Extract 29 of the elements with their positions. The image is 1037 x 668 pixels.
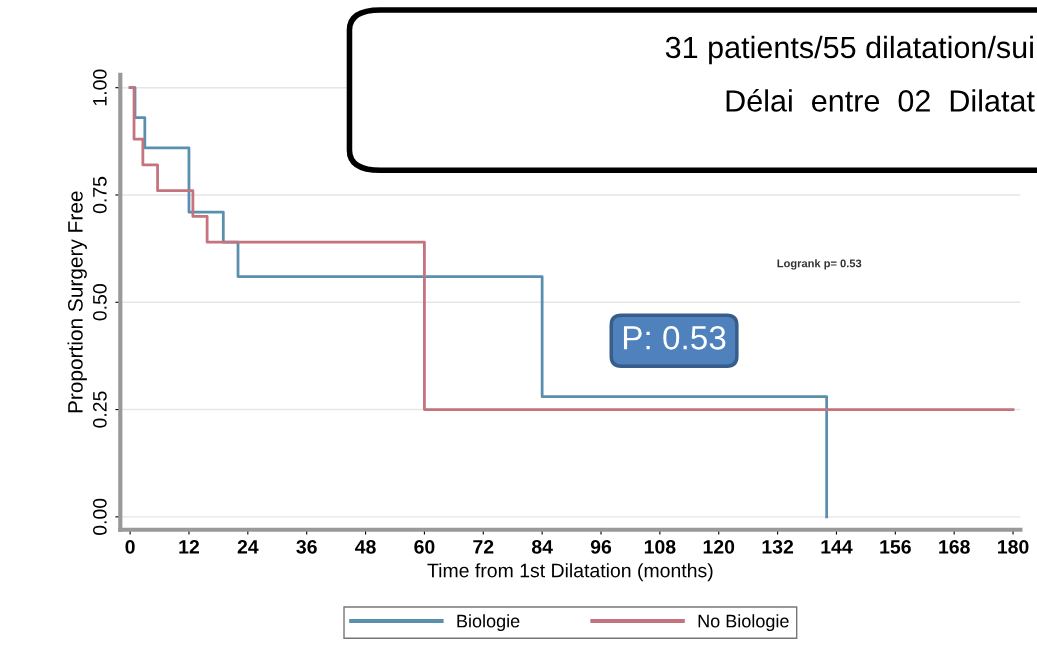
x-tick-label: 96	[590, 539, 612, 554]
x-tick-label: 72	[473, 539, 494, 554]
x-tick-label: 108	[644, 539, 676, 554]
y-tick-label: 0.00	[92, 498, 107, 536]
x-tick-label: 60	[414, 539, 435, 554]
annotation: P: 0.53	[623, 326, 726, 350]
x-tick-label: 144	[821, 540, 853, 554]
x-tick-label: 168	[939, 539, 970, 554]
legend-label: No Biologie	[698, 614, 789, 632]
x-tick-label: 132	[762, 539, 794, 554]
annotation: Délai entre 02 Dilatat	[726, 88, 1035, 112]
x-tick-label: 36	[296, 539, 317, 554]
text: 31 patients/55 dilatation/sui	[665, 35, 1033, 65]
y-tick-label: 0.75	[92, 176, 107, 214]
x-tick-label: 84	[531, 539, 553, 554]
x-tick-label: 12	[179, 539, 199, 554]
x-tick-label: 24	[237, 539, 259, 554]
x-tick-label: 156	[880, 539, 911, 554]
x-tick-label: 120	[703, 539, 735, 554]
legend-label: Biologie	[457, 614, 520, 632]
annotation: Logrank p= 0.53	[777, 259, 862, 270]
y-tick-label: 0.25	[92, 391, 107, 428]
y-tick-label: 0.50	[92, 284, 107, 321]
x-axis-title: Time from 1st Dilatation (months)	[427, 563, 713, 582]
x-tick-label: 0	[125, 539, 135, 554]
y-axis-title: Proportion Surgery Free	[67, 191, 87, 413]
x-tick-label: 180	[998, 539, 1029, 554]
x-tick-label: 48	[355, 539, 376, 554]
y-tick-label: 1.00	[92, 69, 107, 106]
